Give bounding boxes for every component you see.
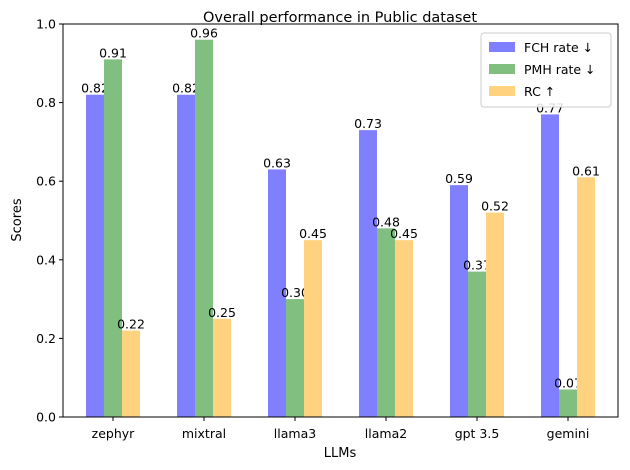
data-label: 0.48 [372, 214, 400, 229]
bar [286, 299, 304, 417]
data-label: 0.82 [81, 81, 109, 96]
y-tick-label: 0.2 [36, 331, 56, 346]
bar [395, 240, 413, 417]
bar [559, 389, 577, 417]
x-tick-label: llama3 [274, 426, 316, 441]
bar [304, 240, 322, 417]
plot-frame [62, 23, 619, 418]
bar [86, 94, 104, 418]
bar [468, 271, 486, 417]
x-tick-label: gpt 3.5 [455, 426, 500, 441]
x-tick-label: llama2 [365, 426, 407, 441]
bar [486, 212, 504, 417]
y-tick-label: 0.0 [36, 410, 56, 425]
data-label: 0.59 [445, 171, 473, 186]
data-label: 0.25 [208, 305, 236, 320]
legend-swatch [489, 64, 515, 74]
data-label: 0.22 [117, 317, 145, 332]
chart-title: Overall performance in Public dataset [203, 10, 477, 26]
legend-swatch [489, 42, 515, 52]
bar [359, 130, 377, 418]
x-axis: zephyr mixtral llama3 llama2 gpt 3.5 gemini [92, 417, 590, 441]
data-label: 0.73 [354, 116, 382, 131]
bar [577, 177, 595, 417]
x-tick-label: mixtral [182, 426, 226, 441]
bar [268, 169, 286, 417]
data-label: 0.96 [190, 26, 218, 41]
bar [122, 330, 140, 417]
bar [377, 228, 395, 417]
x-axis-label: LLMs [324, 446, 357, 461]
data-label: 0.82 [172, 81, 200, 96]
bar [541, 114, 559, 417]
data-label: 0.45 [390, 226, 418, 241]
legend: FCH rate ↓ PMH rate ↓ RC ↑ [480, 32, 612, 108]
y-axis: 0.0 0.2 0.4 0.6 0.8 1.0 [36, 17, 63, 425]
bar [195, 39, 213, 417]
y-tick-label: 0.6 [36, 174, 56, 189]
legend-label: RC ↑ [524, 84, 555, 99]
data-label: 0.52 [481, 199, 509, 214]
data-label: 0.91 [99, 45, 127, 60]
y-tick-label: 1.0 [36, 17, 56, 32]
bar [213, 318, 231, 417]
y-axis-label: Scores [10, 198, 25, 241]
data-label: 0.45 [299, 226, 327, 241]
data-label: 0.07 [554, 375, 582, 390]
data-label: 0.37 [463, 258, 491, 273]
data-label: 0.30 [281, 285, 309, 300]
bar [177, 94, 195, 418]
x-tick-label: zephyr [92, 426, 136, 441]
y-tick-label: 0.4 [36, 252, 56, 267]
y-tick-label: 0.8 [36, 95, 56, 110]
legend-label: PMH rate ↓ [524, 62, 596, 77]
bar [450, 185, 468, 417]
data-label: 0.63 [263, 155, 291, 170]
plot-area: 0.82 0.91 0.22 0.82 0.96 0.25 0.63 0.30 0.45 0.73… [81, 26, 600, 418]
legend-label: FCH rate ↓ [524, 40, 593, 55]
bar [104, 59, 122, 418]
x-tick-label: gemini [547, 426, 590, 441]
data-label: 0.61 [572, 163, 600, 178]
legend-swatch [489, 86, 515, 96]
